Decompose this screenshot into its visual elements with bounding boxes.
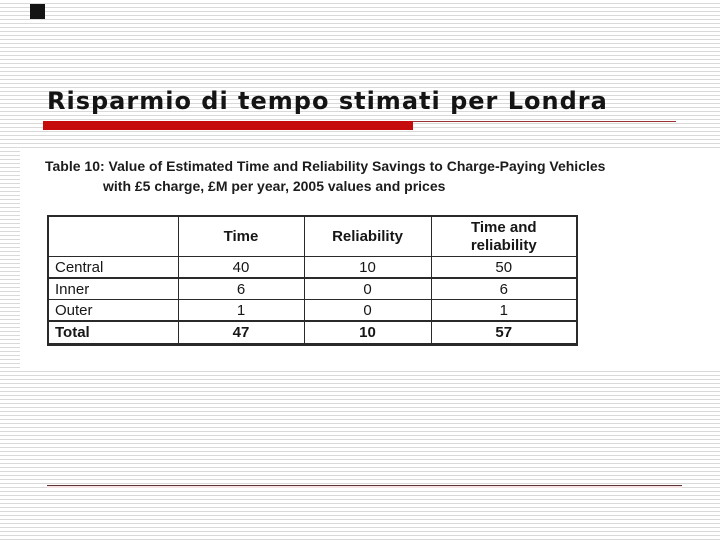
cell-time: 6: [177, 277, 305, 300]
cell-combined: 6: [430, 277, 578, 300]
table-caption-line1: Table 10: Value of Estimated Time and Re…: [45, 158, 606, 174]
corner-accent-square: [30, 4, 45, 19]
slide-title: Risparmio di tempo stimati per Londra: [47, 87, 608, 115]
header-cell-reliability: Reliability: [303, 215, 432, 257]
table-row-central: Central 40 10 50: [47, 256, 578, 279]
cell-time-total: 47: [177, 320, 305, 345]
cell-combined: 50: [430, 256, 578, 279]
row-label: Outer: [47, 299, 179, 322]
cell-combined-total: 57: [430, 320, 578, 345]
cell-reliability: 0: [303, 277, 432, 300]
header-cell-empty: [47, 215, 179, 257]
savings-table: Time Reliability Time and reliability Ce…: [47, 215, 578, 346]
header-cell-time: Time: [177, 215, 305, 257]
header-cell-line2: reliability: [470, 236, 537, 254]
cell-reliability: 10: [303, 256, 432, 279]
table-row-inner: Inner 6 0 6: [47, 277, 578, 300]
table-caption-line2: with £5 charge, £M per year, 2005 values…: [103, 178, 446, 194]
table-row-outer: Outer 1 0 1: [47, 299, 578, 322]
cell-time: 40: [177, 256, 305, 279]
footer-rule-shadow: [47, 486, 682, 488]
table-row-total: Total 47 10 57: [47, 320, 578, 345]
cell-combined: 1: [430, 299, 578, 322]
row-label-total: Total: [47, 320, 179, 345]
table-caption: Table 10: Value of Estimated Time and Re…: [45, 156, 605, 196]
table-header-row: Time Reliability Time and reliability: [47, 215, 578, 257]
footer-rule: [47, 485, 682, 486]
header-cell-line1: Time and: [470, 218, 537, 236]
header-cell-time-and-reliability: Time and reliability: [430, 215, 578, 257]
row-label: Central: [47, 256, 179, 279]
title-underline-bar: [43, 121, 413, 130]
cell-reliability: 0: [303, 299, 432, 322]
cell-time: 1: [177, 299, 305, 322]
cell-reliability-total: 10: [303, 320, 432, 345]
row-label: Inner: [47, 277, 179, 300]
